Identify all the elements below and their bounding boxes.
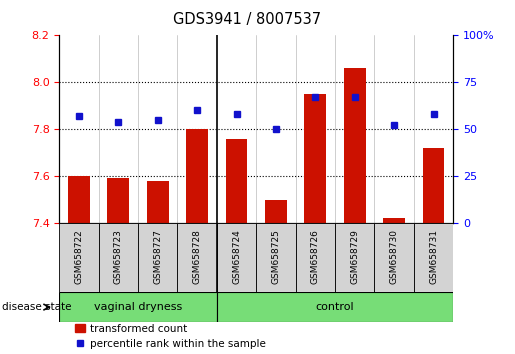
Bar xyxy=(296,223,335,292)
Bar xyxy=(335,223,374,292)
Text: GSM658723: GSM658723 xyxy=(114,229,123,284)
Bar xyxy=(265,200,287,223)
Bar xyxy=(374,223,414,292)
Bar xyxy=(217,292,453,322)
Text: GSM658725: GSM658725 xyxy=(271,229,280,284)
Text: GSM658726: GSM658726 xyxy=(311,229,320,284)
Bar xyxy=(138,223,177,292)
Text: GSM658722: GSM658722 xyxy=(75,229,83,284)
Text: GSM658731: GSM658731 xyxy=(429,229,438,284)
Text: disease state: disease state xyxy=(2,302,71,312)
Text: GSM658729: GSM658729 xyxy=(350,229,359,284)
Bar xyxy=(108,178,129,223)
Bar xyxy=(383,218,405,223)
Bar xyxy=(217,223,256,292)
Bar xyxy=(423,148,444,223)
Bar xyxy=(256,223,296,292)
Text: GSM658730: GSM658730 xyxy=(390,229,399,284)
Text: GDS3941 / 8007537: GDS3941 / 8007537 xyxy=(173,12,321,27)
Legend: transformed count, percentile rank within the sample: transformed count, percentile rank withi… xyxy=(75,324,266,349)
Text: GSM658727: GSM658727 xyxy=(153,229,162,284)
Bar xyxy=(147,181,168,223)
Bar xyxy=(186,129,208,223)
Bar xyxy=(99,223,138,292)
Bar xyxy=(68,176,90,223)
Bar xyxy=(304,94,326,223)
Bar xyxy=(226,139,247,223)
Bar xyxy=(414,223,453,292)
Bar xyxy=(59,292,217,322)
Bar xyxy=(344,68,366,223)
Text: control: control xyxy=(316,302,354,312)
Bar xyxy=(177,223,217,292)
Text: GSM658728: GSM658728 xyxy=(193,229,201,284)
Text: GSM658724: GSM658724 xyxy=(232,229,241,284)
Text: vaginal dryness: vaginal dryness xyxy=(94,302,182,312)
Bar xyxy=(59,223,99,292)
